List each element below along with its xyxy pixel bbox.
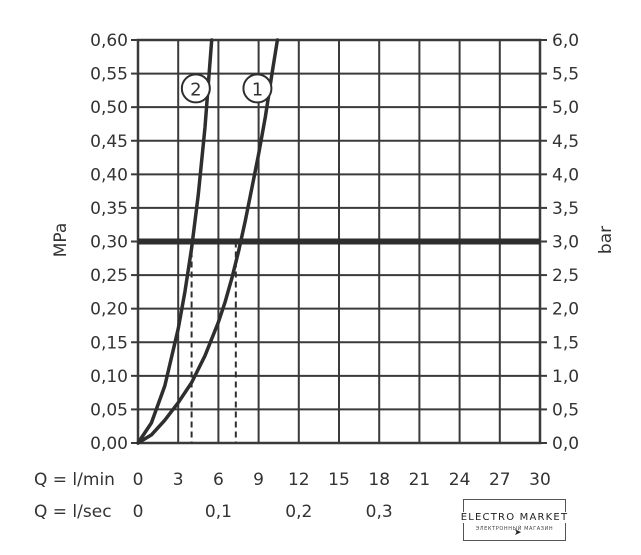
y-tick-label-left: 0,35 (90, 199, 128, 219)
y-tick-label-left: 0,25 (90, 266, 128, 286)
x-tick-label-lsec: 0 (133, 502, 144, 522)
y-tick-label-right: 0,0 (552, 434, 579, 454)
y-tick-label-left: 0,10 (90, 367, 128, 387)
y-tick-label-left: 0,00 (90, 434, 128, 454)
y-tick-label-right: 1,5 (552, 333, 579, 353)
y-tick-label-left: 0,40 (90, 165, 128, 185)
y-axis-title-right: bar (596, 226, 616, 254)
drop-lines (190, 241, 237, 443)
x-tick-label-lmin: 6 (213, 470, 224, 490)
x-tick-label-lmin: 12 (288, 470, 310, 490)
y-tick-label-left: 0,45 (90, 132, 128, 152)
y-tick-label-left: 0,60 (90, 31, 128, 51)
y-tick-label-left: 0,50 (90, 98, 128, 118)
y-tick-label-left: 0,30 (90, 233, 128, 253)
x-tick-label-lmin: 24 (449, 470, 471, 490)
y-tick-label-right: 6,0 (552, 31, 579, 51)
x-tick-label-lmin: 30 (529, 470, 551, 490)
x-row-label-lmin: Q = l/min (34, 470, 115, 490)
series-callout-circle-1 (242, 73, 273, 104)
electro-market-logo: ELECTRO MARKET ЭЛЕКТРОННЫЙ МАГАЗИН ➤ (454, 499, 575, 541)
x-tick-label-lmin: 18 (368, 470, 390, 490)
series-callouts: 12 (180, 73, 273, 104)
tick-labels: 0 3 6 9 12 15 18 21 24 27 300,00 0,00,05 0,50,10 1,00… (90, 31, 579, 522)
x-tick-label-lmin: 0 (133, 470, 144, 490)
y-tick-label-right: 0,5 (552, 400, 579, 420)
y-tick-label-left: 0,15 (90, 333, 128, 353)
y-tick-label-right: 5,0 (552, 98, 579, 118)
x-tick-label-lsec: 0,3 (366, 502, 393, 522)
x-tick-label-lmin: 15 (328, 470, 350, 490)
series-curve-1 (136, 38, 280, 445)
logo-title: ELECTRO MARKET (454, 512, 575, 523)
y-tick-label-right: 2,0 (552, 300, 579, 320)
x-tick-label-lmin: 3 (173, 470, 184, 490)
y-tick-label-left: 0,20 (90, 300, 128, 320)
series-callout-label-1: 1 (252, 79, 263, 100)
x-tick-label-lmin: 9 (253, 470, 264, 490)
y-tick-label-right: 5,5 (552, 65, 579, 85)
y-tick-label-right: 3,5 (552, 199, 579, 219)
x-row-label-lsec: Q = l/sec (34, 502, 112, 522)
y-tick-label-left: 0,55 (90, 65, 128, 85)
x-tick-label-lmin: 21 (409, 470, 431, 490)
y-tick-label-right: 4,5 (552, 132, 579, 152)
x-tick-label-lsec: 0,1 (205, 502, 232, 522)
series-curve-2 (136, 38, 214, 445)
series-layer (136, 38, 280, 445)
x-tick-label-lsec: 0,2 (285, 502, 312, 522)
logo-subtitle: ЭЛЕКТРОННЫЙ МАГАЗИН (475, 526, 554, 532)
y-tick-label-right: 3,0 (552, 233, 579, 253)
y-tick-label-right: 4,0 (552, 165, 579, 185)
cursor-icon: ➤ (514, 528, 522, 538)
series-callout-label-2: 2 (190, 79, 201, 100)
y-axis-title-left: MPa (51, 223, 71, 258)
series-callout-circle-2 (180, 73, 211, 104)
y-tick-label-right: 2,5 (552, 266, 579, 286)
y-tick-label-right: 1,0 (552, 367, 579, 387)
x-tick-label-lmin: 27 (489, 470, 511, 490)
y-tick-label-left: 0,05 (90, 400, 128, 420)
